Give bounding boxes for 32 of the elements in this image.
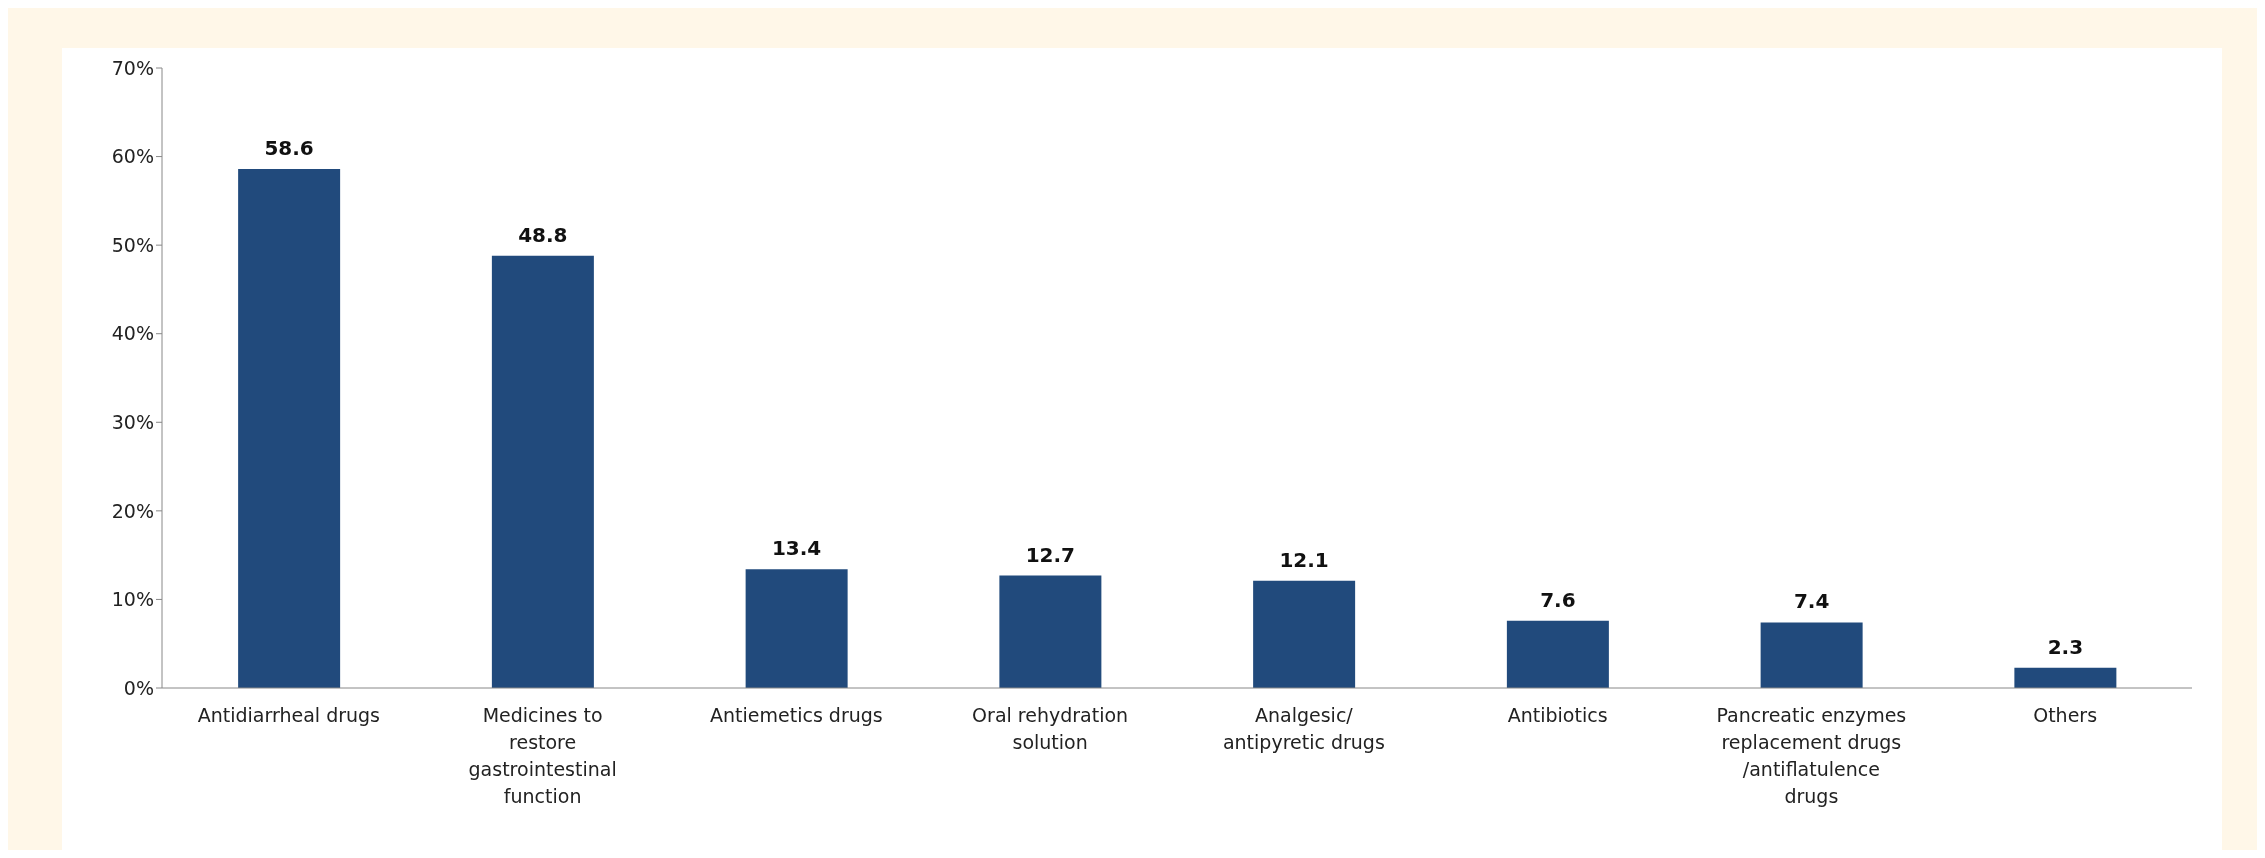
- y-tick-label: 0%: [123, 676, 154, 699]
- data-label: 7.4: [1793, 589, 1830, 614]
- bar: [999, 575, 1102, 688]
- x-tick-label: Antidiarrheal drugs: [197, 704, 381, 726]
- bar: [1253, 580, 1356, 688]
- y-tick-label: 40%: [111, 322, 154, 345]
- bar: [2014, 667, 2117, 688]
- bar: [1506, 620, 1609, 688]
- bar: [491, 255, 594, 688]
- data-label: 48.8: [518, 222, 568, 247]
- y-tick-label: 60%: [111, 145, 154, 168]
- y-tick-label: 50%: [111, 233, 154, 256]
- bar: [1760, 622, 1863, 688]
- y-tick-label: 70%: [111, 56, 154, 79]
- data-label: 2.3: [2047, 634, 2084, 659]
- data-label: 13.4: [771, 536, 822, 561]
- x-tick-label: Antibiotics: [1507, 704, 1608, 726]
- data-label: 12.1: [1279, 547, 1329, 572]
- y-tick-label: 20%: [111, 499, 154, 522]
- x-tick-label: Medicines to restore gastrointestinal function: [468, 704, 617, 807]
- y-tick-label: 30%: [111, 411, 154, 434]
- data-label: 12.7: [1025, 542, 1076, 567]
- x-tick-label: Analgesic/ antipyretic drugs: [1222, 704, 1385, 753]
- bar: [745, 569, 848, 688]
- y-tick-label: 10%: [111, 588, 154, 611]
- data-label: 7.6: [1540, 587, 1576, 612]
- data-label: 58.6: [264, 135, 314, 160]
- x-tick-label: Antiemetics drugs: [710, 704, 883, 726]
- x-tick-label: Oral rehydration solution: [972, 704, 1129, 753]
- bar: [238, 168, 341, 688]
- x-tick-label: Others: [2033, 704, 2098, 726]
- x-tick-label: Pancreatic enzymes replacement drugs /antiflatulence drugs: [1716, 704, 1907, 807]
